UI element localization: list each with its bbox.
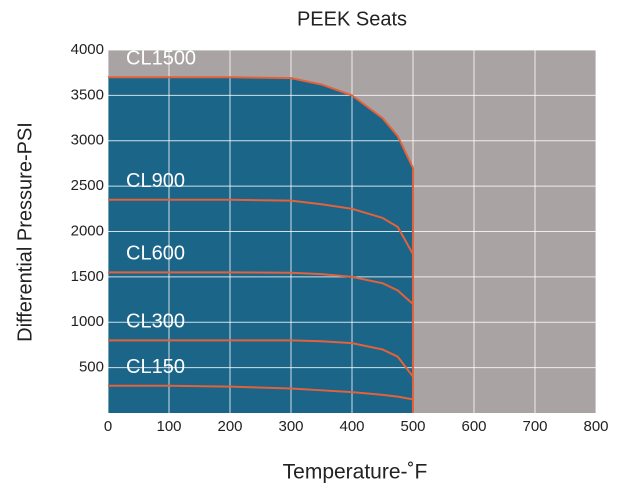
rating-curve	[108, 76, 414, 169]
y-tick-label: 4000	[71, 41, 104, 58]
x-tick-label: 300	[278, 418, 303, 435]
rating-curve	[108, 198, 414, 255]
y-tick-label: 500	[79, 359, 104, 376]
x-tick-label: 500	[400, 418, 425, 435]
y-tick-label: 3500	[71, 86, 104, 103]
chart-title: PEEK Seats	[297, 8, 407, 30]
rating-area	[108, 77, 413, 413]
rating-curve	[108, 339, 414, 378]
rating-curve	[108, 271, 414, 305]
series-label: CL1500	[126, 48, 196, 70]
x-axis-title: Temperature-˚F	[283, 461, 428, 484]
y-tick-label: 2500	[71, 177, 104, 194]
y-tick-label: 1500	[71, 268, 104, 285]
x-tick-label: 800	[583, 418, 608, 435]
series-label: CL600	[126, 243, 185, 265]
x-tick-label: 200	[217, 418, 242, 435]
y-tick-label: 1000	[71, 313, 104, 330]
x-tick-label: 700	[522, 418, 547, 435]
x-tick-label: 400	[339, 418, 364, 435]
series-label: CL150	[126, 356, 185, 378]
y-axis-title: Differential Pressure-PSI	[14, 122, 36, 342]
y-tick-label: 2000	[71, 222, 104, 239]
y-tick-label: 3000	[71, 132, 104, 149]
x-tick-label: 100	[156, 418, 181, 435]
series-label: CL900	[126, 170, 185, 192]
x-tick-label: 0	[104, 418, 112, 435]
x-tick-label: 600	[461, 418, 486, 435]
rating-curve	[108, 384, 414, 401]
series-label: CL300	[126, 311, 185, 333]
